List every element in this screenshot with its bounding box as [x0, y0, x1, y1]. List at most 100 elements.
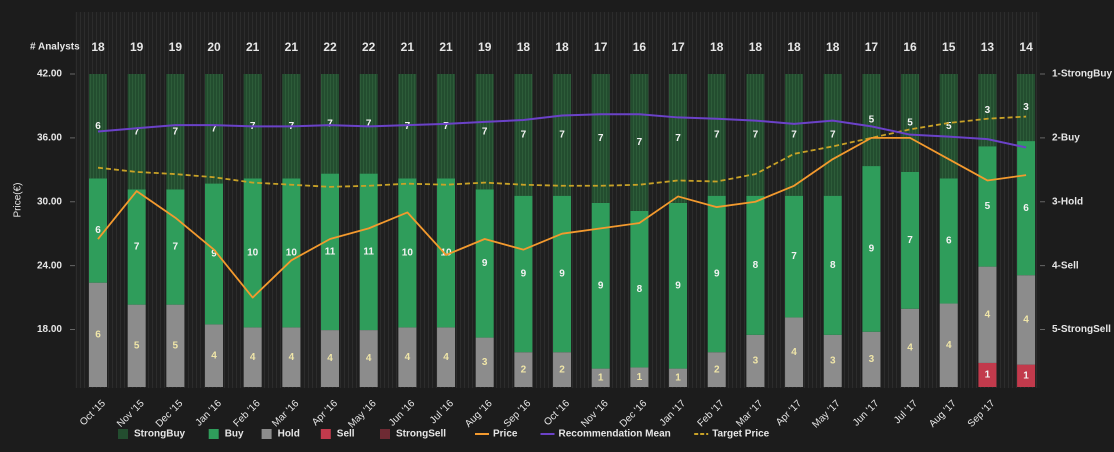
x-tick-label: Feb '16: [232, 398, 263, 429]
bar-segment: [475, 74, 494, 190]
bar-value-label: 7: [791, 251, 797, 262]
x-tick-label: Dec '15: [154, 398, 186, 430]
bar-segment: [1017, 74, 1036, 142]
bar-segment: [630, 210, 649, 368]
bar-value-label: 10: [440, 247, 452, 258]
bar-segment: [746, 195, 765, 335]
analyst-count: 19: [169, 40, 183, 54]
bar-value-label: 4: [443, 352, 449, 363]
bar-segment: [823, 195, 842, 335]
x-tick-label: Nov '16: [579, 398, 611, 430]
bar-value-label: 4: [946, 340, 952, 351]
bar-segment: [1017, 141, 1036, 276]
bar-segment: [785, 195, 804, 318]
bar-segment: [978, 362, 997, 387]
bar-segment: [89, 74, 107, 179]
bar-segment: [901, 308, 920, 387]
legend-swatch: [261, 429, 272, 439]
bar-value-label: 1: [675, 372, 681, 383]
bar-segment: [475, 337, 494, 387]
bar-segment: [205, 183, 224, 325]
bar-segment: [89, 178, 107, 283]
x-tick-label: Jul '16: [428, 398, 456, 426]
legend-label: Hold: [278, 429, 300, 440]
bar-value-label: 10: [286, 247, 298, 258]
bar-value-label: 7: [173, 242, 179, 253]
bar-value-label: 6: [95, 329, 101, 340]
bar-value-label: 7: [637, 137, 643, 148]
bar-segment: [359, 173, 378, 331]
x-tick-label: Jan '17: [658, 398, 689, 429]
bar-value-label: 6: [1023, 203, 1029, 214]
legend-label: Price: [493, 429, 518, 440]
y-tick-label: 24.00: [37, 260, 62, 271]
bar-value-label: 4: [907, 343, 913, 354]
bar-value-label: 3: [985, 105, 991, 116]
analyst-count: 21: [285, 40, 299, 54]
legend-label: Sell: [337, 429, 355, 440]
bar-segment: [321, 330, 340, 387]
analyst-count: 16: [633, 40, 647, 54]
bar-value-label: 9: [869, 244, 875, 255]
bar-value-label: 6: [95, 225, 101, 236]
y2-tick-label: 1-StrongBuy: [1052, 69, 1112, 80]
bar-value-label: 2: [521, 364, 527, 375]
legend-label: Target Price: [712, 429, 769, 440]
bar-segment: [205, 74, 224, 184]
x-tick-label: Aug '17: [927, 398, 959, 430]
analyst-count: 18: [517, 40, 531, 54]
bar-segment: [437, 178, 456, 328]
bar-value-label: 7: [907, 235, 913, 246]
y-tick-label: 30.00: [37, 196, 62, 207]
x-tick-label: Nov '15: [115, 398, 147, 430]
bar-value-label: 1: [1023, 370, 1029, 381]
bar-segment: [359, 74, 378, 174]
bar-segment: [475, 189, 494, 338]
bar-segment: [901, 171, 920, 309]
bar-value-label: 4: [366, 353, 372, 364]
analyst-count: 13: [981, 40, 995, 54]
analyst-count: 18: [826, 40, 840, 54]
x-tick-label: Apr '16: [310, 398, 340, 428]
bar-segment: [437, 74, 456, 179]
bar-value-label: 7: [405, 121, 411, 132]
bar-segment: [785, 317, 804, 387]
analyst-count: 18: [91, 40, 105, 54]
bar-segment: [243, 327, 262, 387]
x-tick-label: Jul '17: [892, 398, 920, 426]
bar-value-label: 7: [521, 130, 527, 141]
bar-value-label: 10: [402, 247, 414, 258]
bar-value-label: 3: [830, 356, 836, 367]
legend-swatch: [380, 429, 390, 439]
bar-segment: [166, 189, 185, 305]
analyst-count: 19: [130, 40, 144, 54]
analyst-count: 15: [942, 40, 956, 54]
bar-value-label: 11: [363, 246, 374, 257]
bar-value-label: 11: [325, 246, 336, 257]
bar-value-label: 7: [714, 130, 720, 141]
analyst-count: 22: [323, 40, 337, 54]
x-tick-label: Jun '17: [851, 398, 882, 429]
bar-segment: [669, 368, 688, 387]
bar-segment: [707, 74, 726, 196]
bar-segment: [630, 367, 649, 387]
bar-value-label: 4: [250, 352, 256, 363]
bar-segment: [978, 266, 997, 363]
legend-label: StrongSell: [396, 429, 446, 440]
bar-segment: [978, 146, 997, 267]
analyst-count: 19: [478, 40, 492, 54]
analysts-title: # Analysts: [30, 42, 80, 53]
bar-value-label: 5: [946, 121, 952, 132]
bar-segment: [514, 74, 533, 196]
bar-value-label: 7: [134, 126, 140, 137]
y2-tick-label: 4-Sell: [1052, 260, 1079, 271]
bar-segment: [359, 330, 378, 387]
bar-segment: [785, 74, 804, 196]
bar-value-label: 3: [1023, 102, 1029, 113]
analyst-count: 18: [710, 40, 724, 54]
analyst-count: 22: [362, 40, 376, 54]
bar-value-label: 8: [637, 284, 643, 295]
bar-value-label: 1: [598, 372, 604, 383]
bar-value-label: 2: [559, 364, 565, 375]
